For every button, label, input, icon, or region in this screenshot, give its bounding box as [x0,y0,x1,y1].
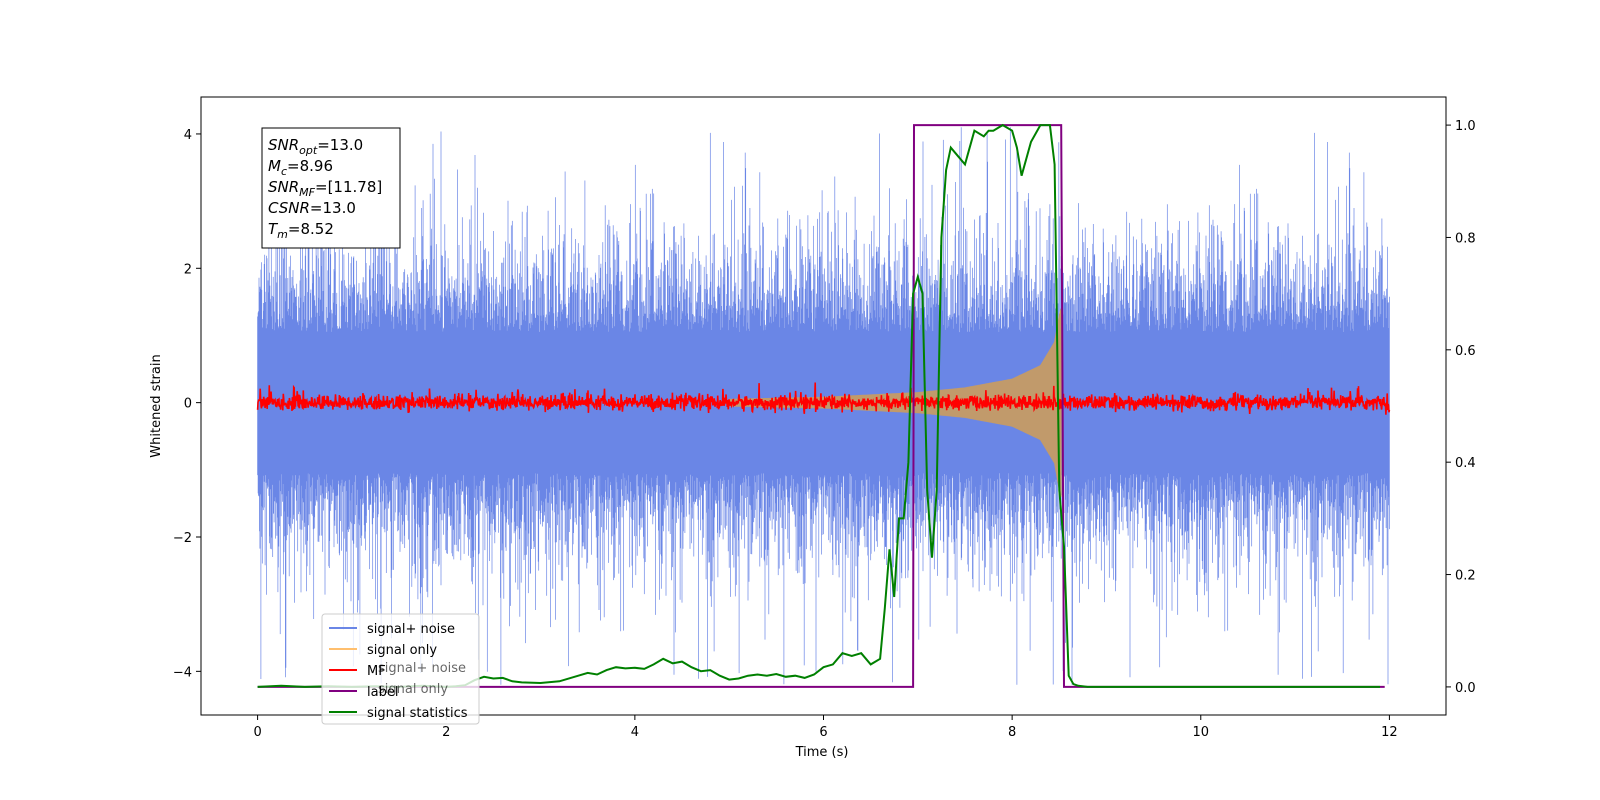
right-y-tick-label: 1.0 [1455,119,1476,134]
y-axis-ticks: −4 −2 0 2 4 [173,128,201,680]
annotation-line: Tm=8.52 [268,220,334,241]
y-tick-label: −4 [173,665,192,680]
series-mf [256,382,1391,415]
y-tick-label: 4 [184,128,192,143]
mf-trace [256,382,1391,415]
snr-annotation-box: SNRopt=13.0Mc=8.96SNRMF=[11.78]CSNR=13.0… [261,127,401,249]
annotation-frame [261,127,401,249]
x-tick-label: 10 [1192,725,1209,740]
annotation-line: SNRopt=13.0 [268,136,363,157]
annotation-line: CSNR=13.0 [268,199,356,217]
annotation-line: Mc=8.96 [268,157,333,178]
y-axis-label: Whitened strain [149,354,164,457]
x-tick-label: 6 [819,725,827,740]
y-tick-label: 0 [184,397,192,412]
legend-label: signal statistics [367,706,468,721]
right-y-tick-label: 0.8 [1455,231,1476,246]
legend-label: signal+ noise [367,622,455,637]
y-tick-label: 2 [184,262,192,277]
legend-ghost-label: signal only [378,682,448,697]
annotation-line: SNRMF=[11.78] [268,178,382,199]
legend-ghost-label: signal+ noise [378,661,466,676]
y-tick-label: −2 [173,531,192,546]
right-y-axis-ticks: 0.0 0.2 0.4 0.6 0.8 1.0 [1446,119,1476,696]
legend-label: signal only [367,643,437,658]
x-tick-label: 4 [631,725,639,740]
signal-statistics-line [257,123,1380,688]
legend-label: label [367,685,398,700]
legend-label: MF [367,664,386,679]
legend: signal+ noise signal only signal+ noise sig… [321,613,480,725]
right-y-tick-label: 0.6 [1455,344,1476,359]
x-tick-label: 12 [1381,725,1398,740]
x-tick-label: 0 [253,725,261,740]
x-tick-label: 8 [1008,725,1016,740]
legend-frame [321,613,480,725]
x-tick-label: 2 [442,725,450,740]
series-signal-statistics [257,123,1380,688]
x-axis-label: Time (s) [795,745,849,760]
right-y-tick-label: 0.0 [1455,681,1476,696]
right-y-tick-label: 0.2 [1455,569,1476,584]
right-y-tick-label: 0.4 [1455,456,1476,471]
